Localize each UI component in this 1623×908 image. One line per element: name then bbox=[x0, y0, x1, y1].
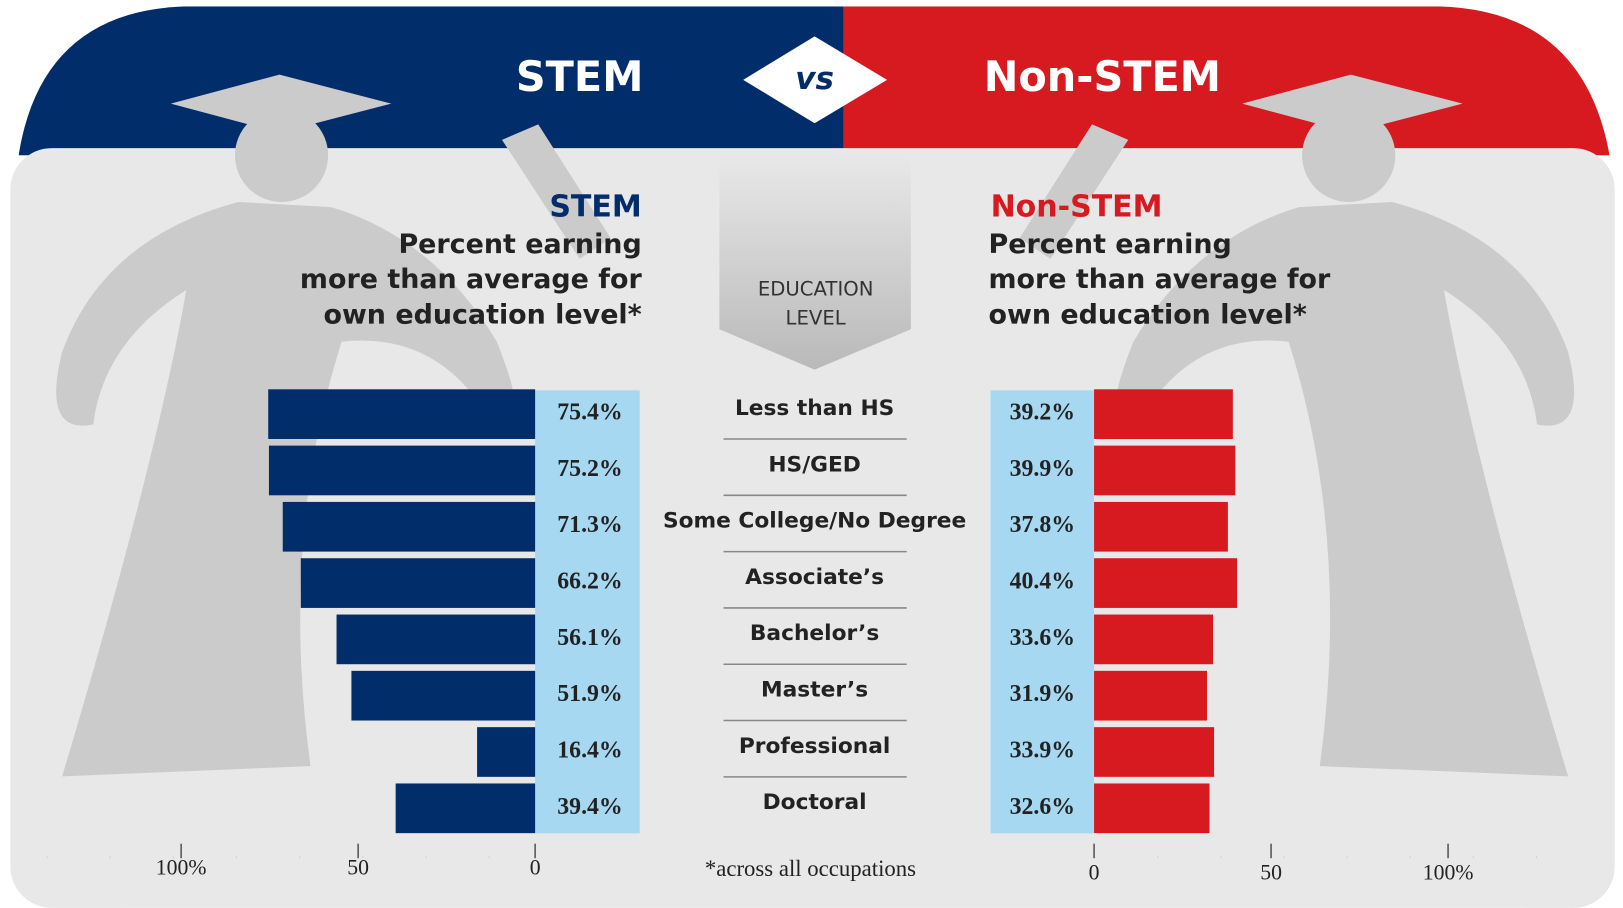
value-label-background bbox=[990, 390, 1095, 834]
category-label: Professional bbox=[739, 734, 891, 759]
bar bbox=[282, 501, 536, 552]
series-title: own education level* bbox=[988, 299, 1306, 330]
education-label: EDUCATION bbox=[758, 277, 874, 300]
series-title: more than average for bbox=[988, 264, 1331, 295]
value-label: 56.1% bbox=[557, 625, 622, 651]
header-right: Non-STEM bbox=[984, 53, 1221, 101]
bar bbox=[1094, 783, 1210, 834]
value-label: 51.9% bbox=[557, 681, 622, 707]
bar bbox=[1094, 389, 1233, 439]
value-label: 37.8% bbox=[1010, 512, 1075, 538]
tick-label: 100% bbox=[156, 856, 207, 880]
bar bbox=[351, 670, 536, 721]
series-title: own education level* bbox=[323, 299, 641, 330]
banner bbox=[18, 6, 1610, 156]
education-label: LEVEL bbox=[786, 306, 846, 329]
category-label: HS/GED bbox=[768, 452, 860, 477]
value-label: 75.2% bbox=[557, 456, 622, 482]
series-name: STEM bbox=[549, 190, 641, 225]
bar bbox=[395, 783, 536, 834]
footnote: *across all occupations bbox=[705, 856, 916, 881]
value-label: 75.4% bbox=[557, 400, 622, 426]
value-label: 33.9% bbox=[1010, 737, 1075, 763]
tick-label: 0 bbox=[1089, 861, 1100, 885]
header-vs: vs bbox=[795, 61, 834, 97]
vs-diamond bbox=[743, 36, 888, 124]
tick-label: 50 bbox=[347, 856, 369, 880]
value-label: 39.9% bbox=[1010, 456, 1075, 482]
series-name: Non-STEM bbox=[991, 190, 1163, 225]
banner-left bbox=[18, 6, 844, 156]
bar bbox=[1094, 670, 1208, 721]
category-label: Doctoral bbox=[763, 790, 867, 815]
value-label: 33.6% bbox=[1010, 625, 1075, 651]
category-label: Associate’s bbox=[745, 565, 884, 590]
category-label: Some College/No Degree bbox=[663, 509, 966, 534]
value-label: 40.4% bbox=[1010, 569, 1075, 595]
category-label: Bachelor’s bbox=[750, 621, 879, 646]
bar bbox=[477, 727, 536, 777]
tick-label: 50 bbox=[1260, 861, 1282, 885]
series-title: Percent earning bbox=[988, 229, 1231, 260]
value-label-background bbox=[535, 390, 640, 834]
value-label: 39.2% bbox=[1010, 400, 1075, 426]
bar bbox=[336, 614, 536, 665]
bar bbox=[1094, 727, 1215, 777]
tick-label: 0 bbox=[530, 856, 541, 880]
bar bbox=[268, 445, 536, 496]
bar bbox=[300, 558, 536, 608]
value-label: 31.9% bbox=[1010, 681, 1075, 707]
bar bbox=[1094, 445, 1236, 496]
value-label: 71.3% bbox=[557, 512, 622, 538]
education-arrow bbox=[719, 155, 911, 370]
bar bbox=[1094, 614, 1214, 665]
tick-label: 100% bbox=[1423, 861, 1474, 885]
banner-right bbox=[843, 6, 1610, 156]
series-title: Percent earning bbox=[398, 229, 641, 260]
value-label: 16.4% bbox=[557, 737, 622, 763]
header-left: STEM bbox=[516, 53, 644, 101]
bar bbox=[1094, 501, 1228, 552]
bar bbox=[268, 389, 536, 439]
silhouette-right bbox=[1019, 74, 1575, 777]
value-label: 32.6% bbox=[1010, 794, 1075, 820]
value-label: 66.2% bbox=[557, 569, 622, 595]
series-title: more than average for bbox=[300, 264, 643, 295]
category-label: Master’s bbox=[761, 678, 868, 703]
category-label: Less than HS bbox=[735, 396, 894, 421]
value-label: 39.4% bbox=[557, 794, 622, 820]
bar bbox=[1094, 558, 1238, 608]
